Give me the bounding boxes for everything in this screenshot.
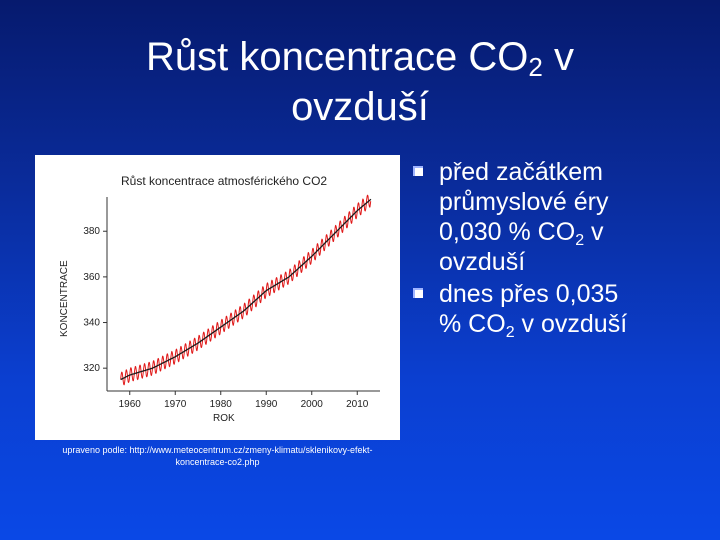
chart-title: Růst koncentrace atmosférického CO2 [121, 174, 327, 188]
title-text: Růst koncentrace CO [146, 35, 529, 79]
square-bullet-icon [413, 166, 423, 176]
bullet1-line3: 0,030 % CO [439, 218, 576, 246]
source-line2: koncentrace-co2.php [175, 457, 260, 467]
title-subscript: 2 [528, 52, 543, 82]
y-tick-label: 360 [83, 272, 100, 283]
y-tick-label: 340 [83, 318, 100, 329]
bullet2-line2: % CO [439, 310, 506, 338]
co2-chart: Růst koncentrace atmosférického CO2 KONC… [59, 174, 380, 424]
bullet-item: před začátkem průmyslové éry 0,030 % CO2… [413, 157, 713, 277]
bullet1-line3-end: v [584, 218, 604, 246]
bullet1-line4: ovzduší [439, 248, 526, 276]
y-tick-label: 380 [83, 226, 100, 237]
chart-axes: 1960 1970 1980 1990 2000 2010 320 340 360 380 [83, 197, 380, 410]
y-tick-label: 320 [83, 363, 100, 374]
source-line1: upraveno podle: http://www.meteocentrum.… [62, 445, 373, 455]
bullet2-line2-end: v ovzduší [514, 310, 628, 338]
monthly-co2-line [120, 194, 372, 386]
chart-plot-area [120, 194, 372, 386]
chart-xlabel: ROK [213, 413, 235, 424]
chart-ylabel: KONCENTRACE [59, 260, 70, 337]
source-note: upraveno podle: http://www.meteocentrum.… [35, 444, 400, 468]
bullet2-line1: dnes přes 0,035 [439, 280, 619, 308]
title-line2: ovzduší [291, 85, 429, 129]
x-tick-label: 2010 [346, 399, 369, 410]
x-tick-label: 1960 [119, 399, 142, 410]
square-bullet-icon [413, 288, 423, 298]
chart-figure: Růst koncentrace atmosférického CO2 KONC… [35, 155, 400, 440]
x-tick-label: 1980 [210, 399, 233, 410]
slide-title: Růst koncentrace CO2 v ovzduší [40, 32, 680, 132]
x-tick-label: 2000 [301, 399, 324, 410]
bullet-item: dnes přes 0,035 % CO2 v ovzduší [413, 279, 713, 341]
bullet1-subscript: 2 [575, 232, 585, 249]
bullet1-line1: před začátkem [439, 158, 603, 186]
trend-co2-line [120, 198, 372, 381]
title-text-end: v [542, 35, 574, 79]
x-tick-label: 1970 [164, 399, 187, 410]
x-tick-label: 1990 [255, 399, 278, 410]
bullet-list: před začátkem průmyslové éry 0,030 % CO2… [413, 157, 713, 341]
bullet2-subscript: 2 [505, 324, 515, 341]
bullet1-line2: průmyslové éry [439, 188, 609, 216]
